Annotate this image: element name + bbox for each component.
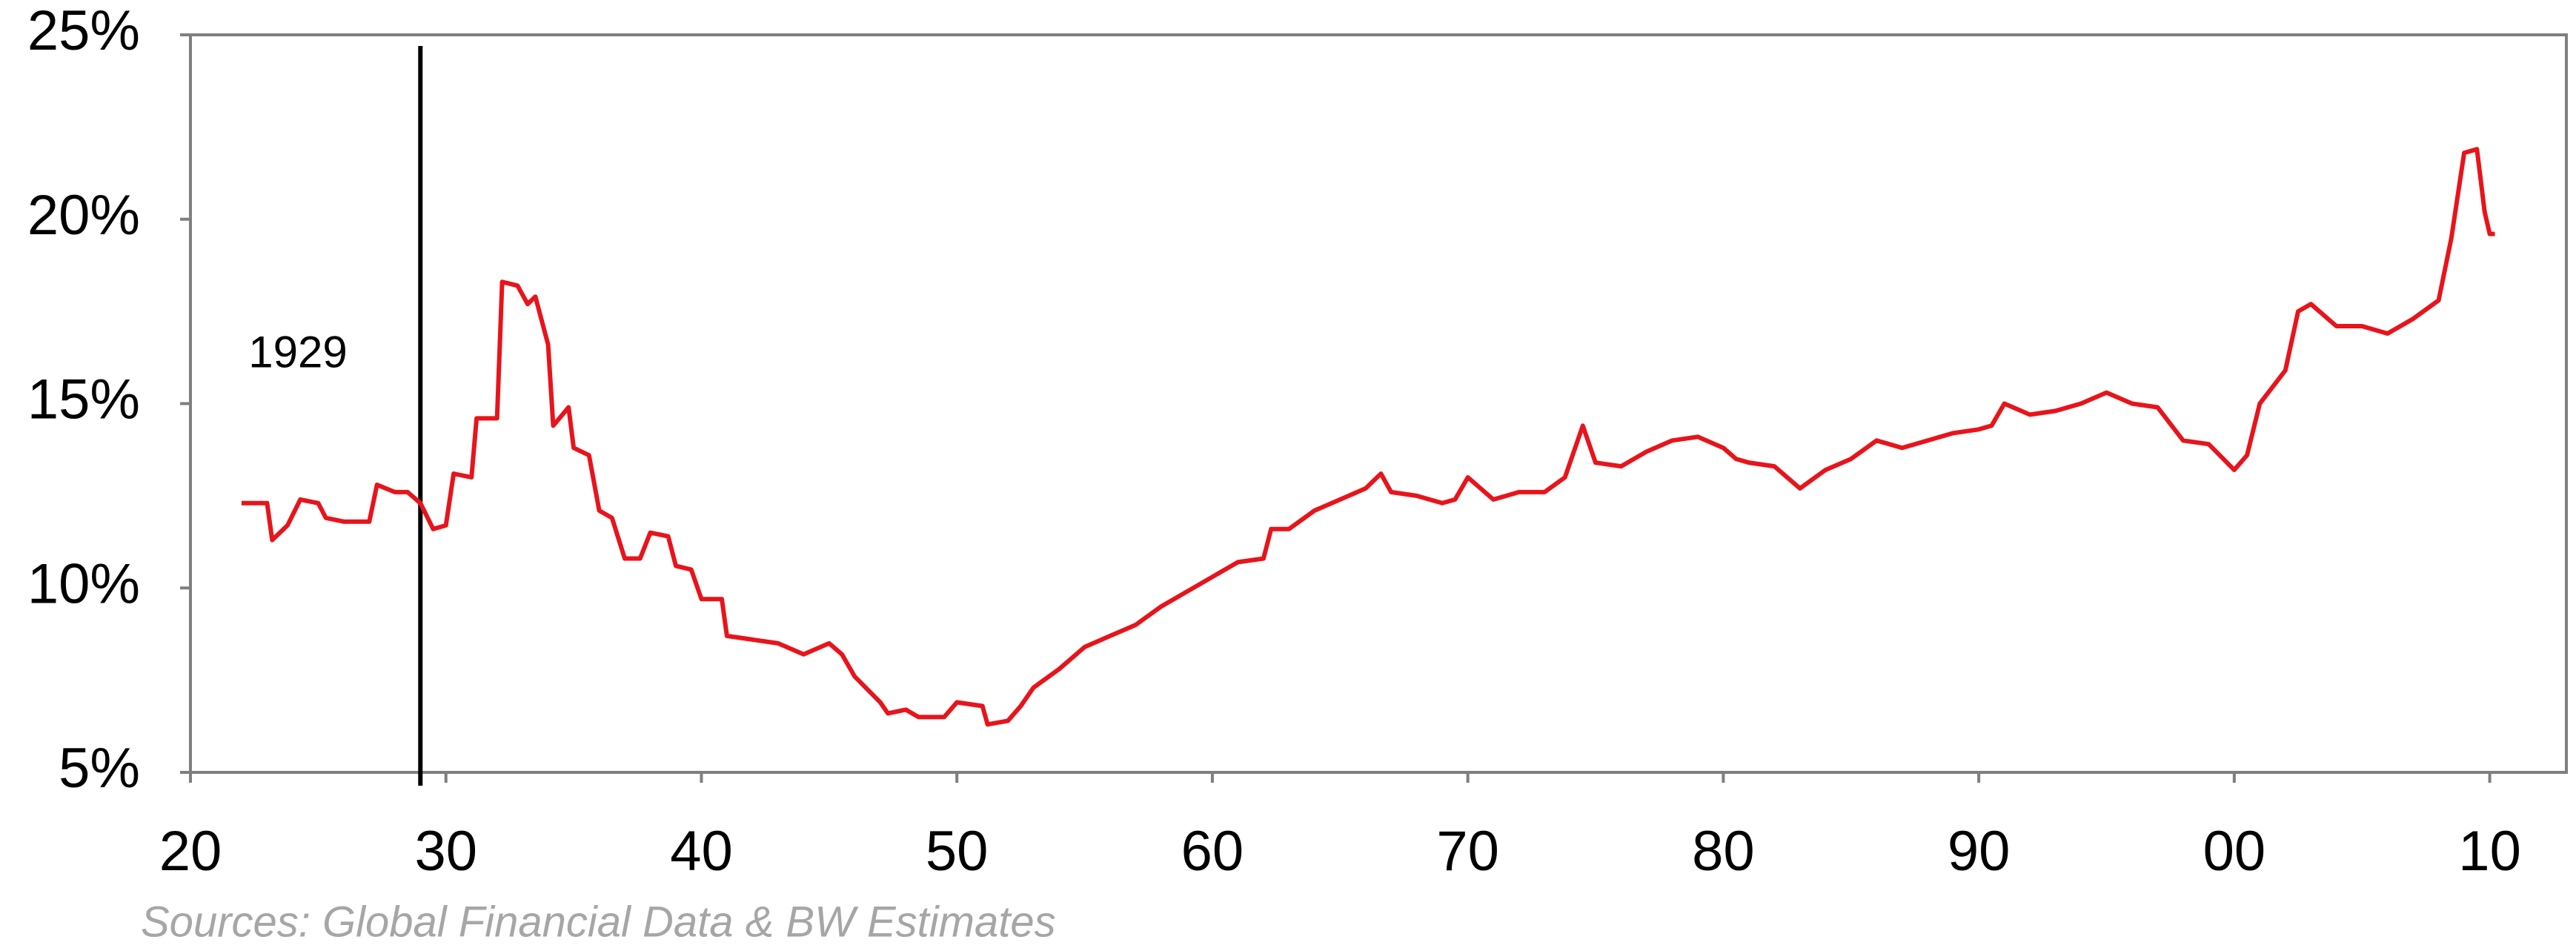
y-tick-label: 25% <box>27 0 140 62</box>
x-tick-label: 40 <box>670 820 733 883</box>
x-tick-label: 30 <box>414 820 477 883</box>
y-tick-label: 15% <box>27 368 140 431</box>
x-tick-label: 50 <box>926 820 989 883</box>
data-line <box>241 147 2495 727</box>
x-tick-label: 90 <box>1948 820 2011 883</box>
annotation-label: 1929 <box>248 328 347 377</box>
x-tick-label: 20 <box>159 820 222 883</box>
x-tick-label: 70 <box>1436 820 1499 883</box>
x-tick-label: 10 <box>2458 820 2521 883</box>
x-tick-label: 80 <box>1692 820 1755 883</box>
x-tick-label: 60 <box>1181 820 1244 883</box>
x-tick-label: 00 <box>2203 820 2266 883</box>
y-tick-label: 5% <box>59 737 140 800</box>
source-note: Sources: Global Financial Data & BW Esti… <box>141 898 1056 946</box>
y-tick-label: 10% <box>27 552 140 615</box>
y-tick-label: 20% <box>27 184 140 247</box>
plot-frame <box>189 33 2568 774</box>
